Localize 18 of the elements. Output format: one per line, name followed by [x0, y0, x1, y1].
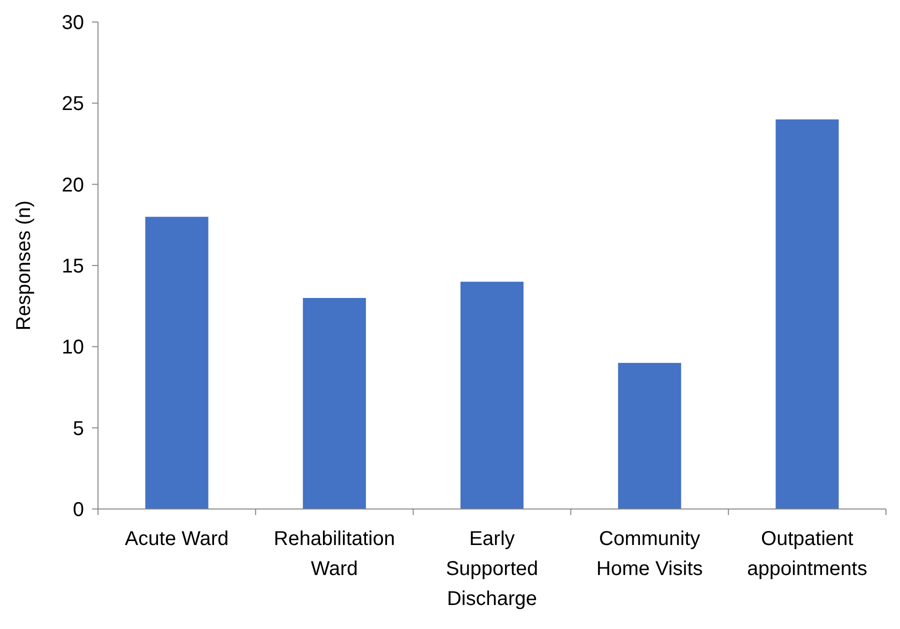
y-tick-label: 15	[62, 256, 84, 278]
x-tick-label: Outpatient appointments	[747, 528, 868, 580]
x-tick-label: Acute Ward	[124, 528, 229, 550]
x-tick-label: Early Supported Discharge	[446, 528, 538, 610]
y-tick-label: 30	[62, 12, 84, 34]
x-tick-label: Community Home Visits	[596, 528, 703, 580]
y-tick-label: 0	[72, 499, 84, 521]
y-tick-label: 20	[62, 174, 84, 196]
bar	[460, 282, 524, 509]
y-axis-title: Responses (n)	[13, 200, 35, 331]
bar	[145, 216, 208, 509]
bar	[302, 298, 366, 509]
y-tick-label: 25	[62, 93, 84, 116]
y-tick-label: 5	[72, 418, 84, 440]
bar	[776, 119, 839, 509]
y-tick-label: 10	[62, 336, 84, 359]
x-tick-label: Rehabilitation Ward	[274, 528, 395, 580]
bar	[618, 362, 682, 509]
